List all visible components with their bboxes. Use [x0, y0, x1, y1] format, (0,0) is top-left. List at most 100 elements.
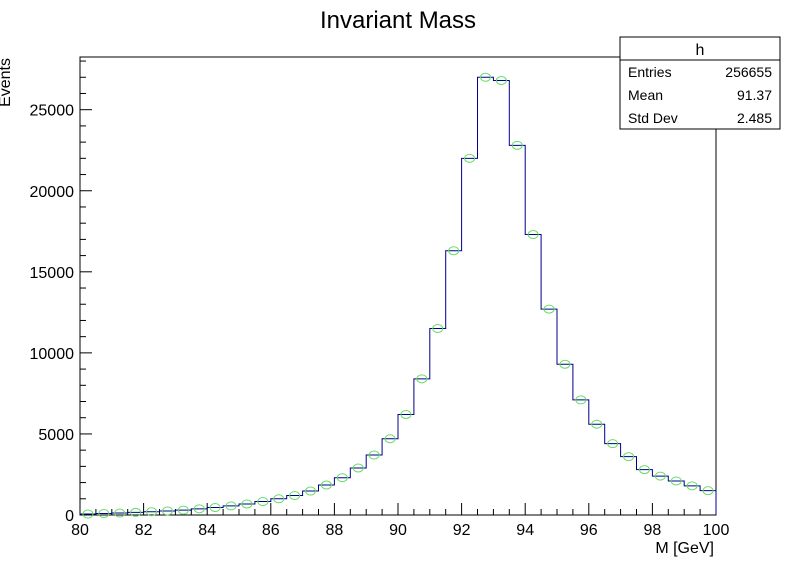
bin-center-marker: [289, 491, 301, 501]
bin-center-marker: [543, 304, 555, 314]
x-tick-label: 80: [71, 522, 89, 539]
histogram-bin: [478, 77, 494, 515]
histogram-bin: [144, 512, 160, 515]
x-tick-label: 96: [580, 522, 598, 539]
y-tick-label: 0: [65, 508, 74, 525]
bin-center-marker: [638, 465, 650, 475]
x-tick-label: 98: [644, 522, 662, 539]
histogram-bin: [80, 514, 96, 515]
bin-center-marker: [686, 481, 698, 491]
bin-center-marker: [305, 486, 317, 496]
histogram-bin: [605, 444, 621, 515]
bin-center-marker: [670, 476, 682, 486]
bin-center-marker: [654, 471, 666, 481]
histogram-bin: [589, 424, 605, 515]
histogram-bin: [223, 506, 239, 515]
chart-title: Invariant Mass: [320, 7, 476, 34]
bin-center-marker: [257, 497, 269, 507]
histogram-bin: [366, 455, 382, 515]
stats-box-frame: [619, 36, 781, 130]
bin-center-marker: [82, 509, 94, 519]
stats-mean-label: Mean: [628, 87, 663, 103]
histogram-bin: [668, 481, 684, 515]
bin-center-marker: [527, 230, 539, 240]
histogram-bin: [255, 502, 271, 515]
bin-center-marker: [448, 246, 460, 256]
histogram-bin: [382, 439, 398, 515]
bin-center-marker: [177, 505, 189, 515]
stats-entries-label: Entries: [628, 64, 672, 80]
y-axis-title: Events: [0, 58, 14, 107]
bin-center-marker: [241, 499, 253, 509]
histogram-bin: [573, 400, 589, 515]
stats-mean-value: 91.37: [737, 87, 772, 103]
bin-center-marker: [702, 486, 714, 496]
bin-center-marker: [607, 439, 619, 449]
histogram-bin: [446, 251, 462, 515]
histogram-bin: [334, 478, 350, 515]
x-tick-label: 84: [198, 522, 216, 539]
bin-center-marker: [320, 480, 332, 490]
histogram-bin: [398, 414, 414, 515]
bin-center-marker: [98, 509, 110, 519]
bin-center-marker: [400, 409, 412, 419]
bin-center-marker: [193, 504, 205, 514]
bin-center-marker: [352, 463, 364, 473]
histogram-outline: [79, 76, 717, 515]
bin-center-marker: [209, 503, 221, 513]
y-tick-label: 25000: [30, 103, 75, 120]
stats-stddev-value: 2.485: [737, 110, 772, 126]
y-tick-label: 5000: [38, 427, 74, 444]
bin-center-marker: [161, 506, 173, 516]
histogram-bin: [621, 457, 637, 515]
histogram-bin: [160, 511, 176, 515]
histogram-bin: [112, 513, 128, 515]
bin-center-marker: [114, 508, 126, 518]
histogram-bin: [414, 379, 430, 515]
y-tick-label: 10000: [30, 346, 75, 363]
histogram-bin: [128, 512, 144, 515]
x-tick-label: 88: [326, 522, 344, 539]
bin-center-marker: [623, 452, 635, 462]
bin-center-marker: [559, 359, 571, 369]
x-tick-label: 90: [389, 522, 407, 539]
bin-center-marker: [416, 374, 428, 384]
x-tick-label: 92: [453, 522, 471, 539]
y-tick-label: 15000: [30, 265, 75, 282]
x-tick-label: 82: [135, 522, 153, 539]
histogram-bin: [430, 329, 446, 515]
histogram-bin: [191, 509, 207, 515]
histogram-bin: [239, 504, 255, 515]
bin-center-marker: [591, 419, 603, 429]
bin-center-marker: [273, 494, 285, 504]
bin-center-marker: [130, 507, 142, 517]
histogram-bin: [493, 81, 509, 515]
bin-center-marker: [146, 507, 158, 517]
histogram-bin: [637, 470, 653, 515]
bin-center-marker: [495, 76, 507, 86]
histogram-bin: [462, 158, 478, 515]
x-tick-label: 100: [703, 522, 730, 539]
bin-center-marker: [464, 153, 476, 163]
histogram-bin: [652, 476, 668, 515]
stats-box-title: h: [696, 42, 705, 59]
stats-entries-value: 256655: [725, 64, 772, 80]
bin-center-marker: [432, 324, 444, 334]
plot-layer: 80 82 84 86 88 90 92 94 96 98 100 0 5000 10000 15000 20…: [30, 56, 730, 539]
bin-center-marker: [225, 501, 237, 511]
x-tick-label: 86: [262, 522, 280, 539]
histogram-bin: [525, 235, 541, 515]
histogram-bin: [509, 145, 525, 515]
histogram-bin: [350, 468, 366, 515]
bin-center-marker: [479, 72, 491, 82]
y-tick-label: 20000: [30, 184, 75, 201]
stats-stddev-label: Std Dev: [628, 110, 678, 126]
x-tick-label: 94: [516, 522, 534, 539]
bin-center-marker: [575, 395, 587, 405]
histogram-bin: [557, 364, 573, 515]
bin-center-marker: [368, 450, 380, 460]
bin-center-marker: [384, 434, 396, 444]
histogram-bin: [541, 309, 557, 515]
